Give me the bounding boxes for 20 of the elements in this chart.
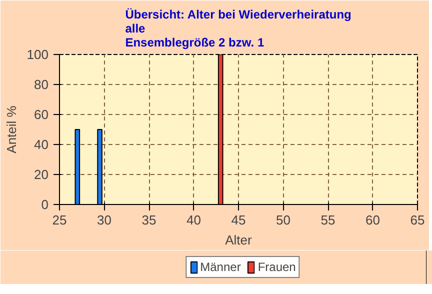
x-tick-label: 30	[97, 212, 112, 228]
x-tick-label: 65	[410, 212, 425, 228]
y-tick-label: 40	[34, 137, 49, 152]
x-tick-label: 60	[366, 212, 380, 228]
x-tick-label: 35	[142, 212, 156, 228]
legend-label: Männer	[200, 260, 241, 274]
chart-title: Übersicht: Alter bei Wiederverheiratung alle Ensemblegröße 2 bzw. 1	[125, 8, 352, 50]
y-tick-label: 100	[26, 47, 49, 62]
x-tick-label: 25	[52, 212, 67, 228]
y-tick-label: 60	[34, 107, 49, 122]
y-axis-title: Anteil %	[4, 105, 19, 154]
x-tick-label: 55	[320, 212, 336, 228]
x-tick-label: 40	[186, 212, 201, 228]
y-tick-label: 80	[34, 77, 49, 92]
x-axis-title: Alter	[225, 232, 253, 248]
y-tick-label: 0	[41, 197, 49, 212]
x-tick-label: 50	[276, 212, 290, 228]
y-tick-label: 20	[34, 167, 49, 182]
x-tick-label: 45	[231, 212, 246, 228]
legend-label: Frauen	[258, 260, 296, 274]
